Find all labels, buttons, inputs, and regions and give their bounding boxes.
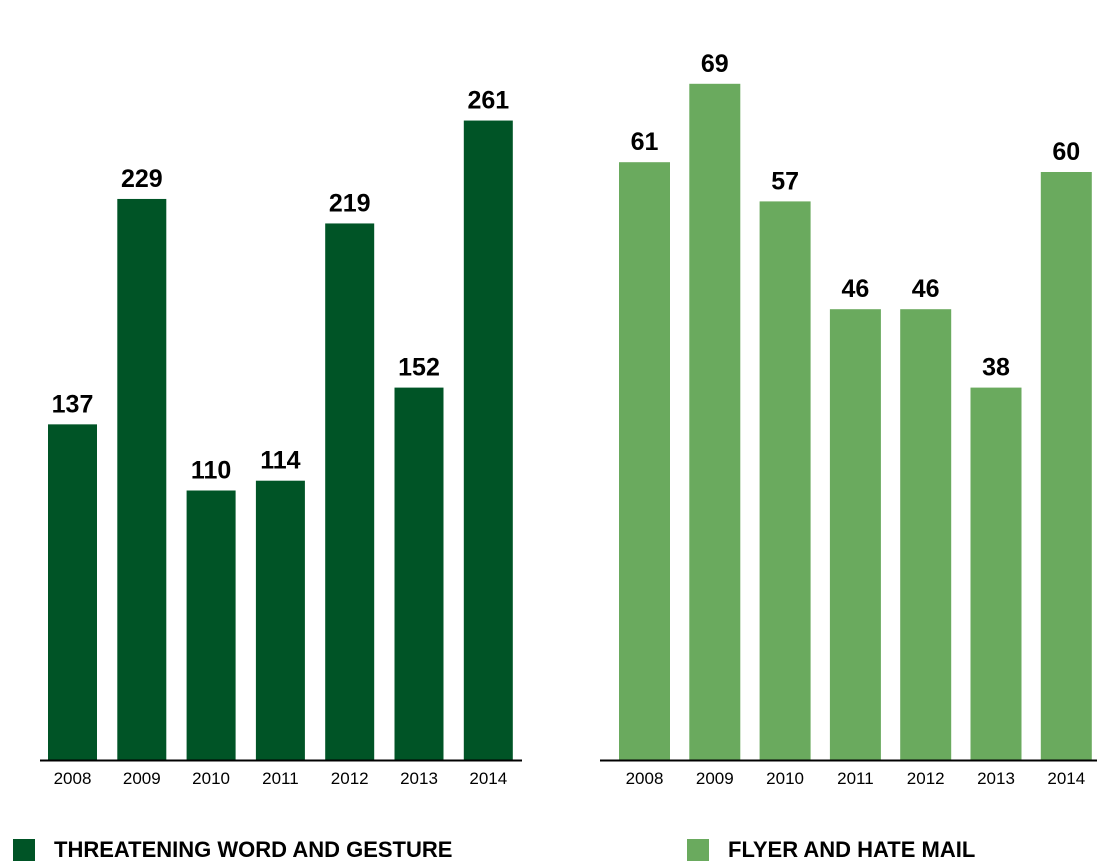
bar-2009 xyxy=(117,198,167,760)
x-tick-2010: 2010 xyxy=(766,769,804,788)
bar-2013 xyxy=(970,387,1022,760)
legend-swatch-flyer xyxy=(687,839,709,861)
value-label-2011: 114 xyxy=(260,447,300,475)
x-tick-2008: 2008 xyxy=(54,769,92,788)
value-label-2011: 46 xyxy=(841,275,869,303)
x-tick-2013: 2013 xyxy=(400,769,438,788)
x-tick-2013: 2013 xyxy=(977,769,1015,788)
bar-2011 xyxy=(829,309,881,760)
legend-flyer: FLYER AND HATE MAIL xyxy=(687,837,975,863)
chart-flyer-and-hate-mail: 61 2008 69 2009 57 2010 46 2011 46 2012 38 2013 60 20… xyxy=(600,50,1097,788)
value-label-2013: 152 xyxy=(398,354,440,382)
value-label-2014: 60 xyxy=(1052,138,1080,166)
x-tick-2010: 2010 xyxy=(192,769,230,788)
legend-threatening: THREATENING WORD AND GESTURE xyxy=(13,837,452,863)
x-tick-2012: 2012 xyxy=(907,769,945,788)
value-label-2013: 38 xyxy=(982,354,1010,382)
bar-2012 xyxy=(900,309,952,760)
x-tick-2009: 2009 xyxy=(123,769,161,788)
bar-2008 xyxy=(48,424,97,760)
bar-2008 xyxy=(619,162,670,760)
x-tick-2014: 2014 xyxy=(1047,769,1085,788)
value-label-2012: 46 xyxy=(912,275,940,303)
value-label-2010: 57 xyxy=(771,167,799,195)
bar-2010 xyxy=(186,490,236,760)
bar-2012 xyxy=(325,223,375,760)
value-label-2014: 261 xyxy=(467,87,509,115)
bar-2011 xyxy=(255,480,305,760)
value-label-2008: 61 xyxy=(631,128,659,156)
bar-2013 xyxy=(394,387,444,760)
value-label-2009: 229 xyxy=(121,165,163,193)
legend-label-threatening: THREATENING WORD AND GESTURE xyxy=(54,837,453,862)
chart-threatening-word-and-gesture: 137 2008 229 2009 110 2010 114 2011 219 2012 152 20… xyxy=(40,87,522,788)
value-label-2008: 137 xyxy=(52,390,94,418)
x-tick-2012: 2012 xyxy=(331,769,369,788)
legend-swatch-threatening xyxy=(13,839,35,861)
bar-2010 xyxy=(759,201,811,760)
value-label-2009: 69 xyxy=(701,50,729,78)
value-label-2010: 110 xyxy=(191,457,231,485)
legend-label-flyer: FLYER AND HATE MAIL xyxy=(728,837,976,862)
x-tick-2011: 2011 xyxy=(262,769,299,788)
x-tick-2014: 2014 xyxy=(469,769,507,788)
value-label-2012: 219 xyxy=(329,189,371,217)
bar-2009 xyxy=(689,83,741,761)
x-tick-2009: 2009 xyxy=(696,769,734,788)
bar-2014 xyxy=(463,120,513,761)
x-tick-2008: 2008 xyxy=(626,769,664,788)
x-tick-2011: 2011 xyxy=(837,769,874,788)
bar-2014 xyxy=(1040,172,1092,760)
